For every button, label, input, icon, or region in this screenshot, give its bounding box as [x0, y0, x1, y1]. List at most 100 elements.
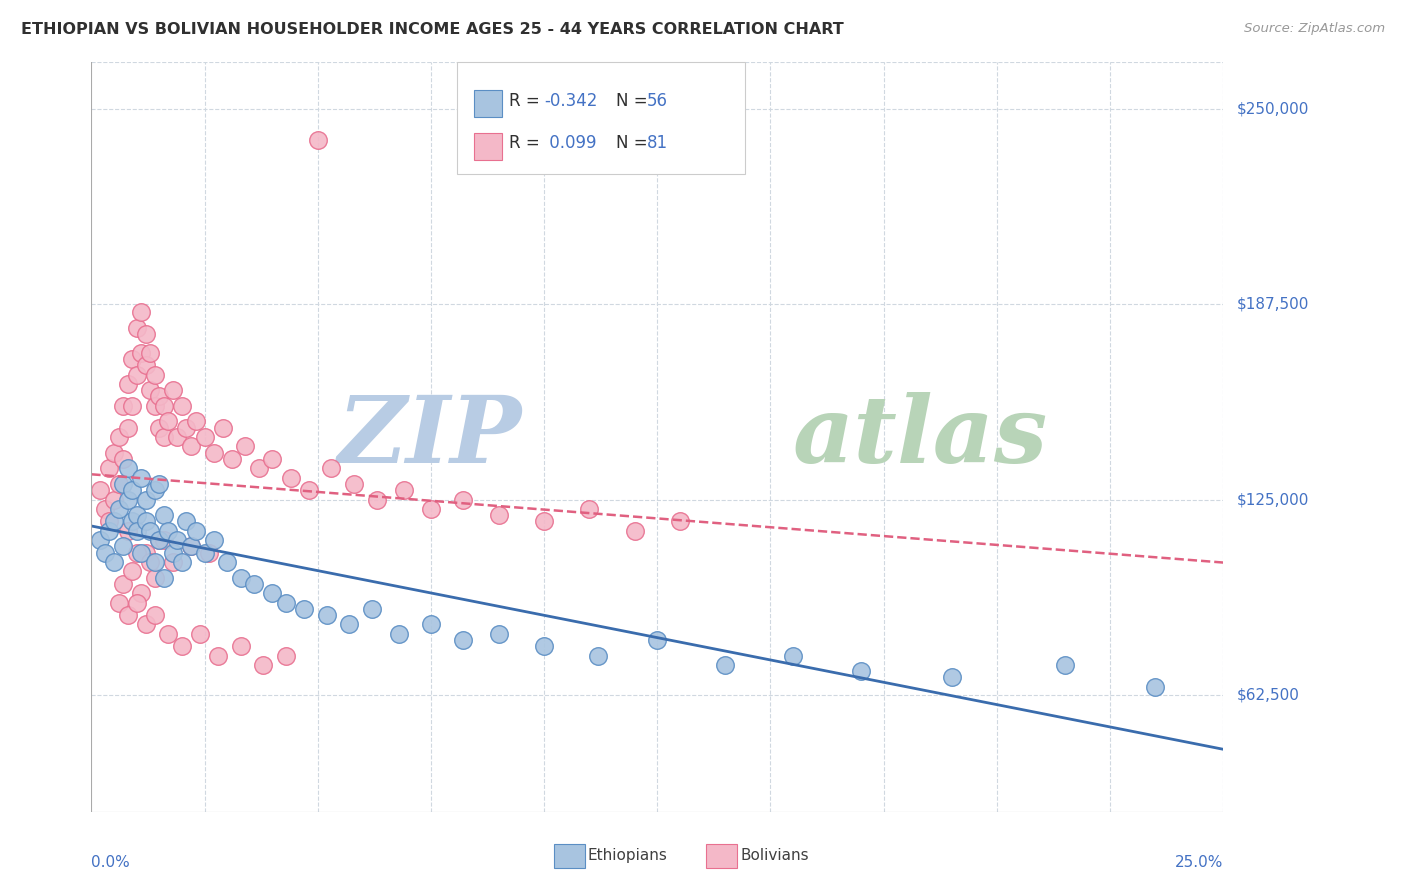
Point [252, 658, 274, 673]
Point [121, 351, 143, 366]
Point [121, 514, 143, 528]
Point [229, 639, 252, 653]
Point [307, 133, 329, 147]
Point [339, 617, 361, 632]
Point [107, 501, 129, 516]
Point [193, 545, 217, 560]
Point [143, 608, 166, 623]
Point [782, 648, 804, 663]
Point [217, 555, 239, 569]
Point [321, 461, 343, 475]
Point [193, 430, 217, 444]
Point [98, 461, 121, 475]
Point [153, 533, 176, 547]
Point [121, 564, 143, 578]
Point [243, 576, 266, 591]
Point [184, 524, 207, 538]
Text: $187,500: $187,500 [1237, 297, 1309, 312]
Point [162, 384, 184, 398]
Point [129, 586, 152, 600]
Point [176, 420, 198, 434]
Point [170, 399, 193, 413]
Point [117, 420, 139, 434]
Point [578, 501, 600, 516]
Point [125, 596, 148, 610]
Point [645, 633, 668, 648]
Point [94, 501, 117, 516]
Point [129, 545, 152, 560]
Point [361, 601, 384, 615]
Point [202, 445, 225, 460]
Point [148, 533, 170, 547]
Point [139, 384, 162, 398]
Point [129, 470, 152, 484]
Point [139, 555, 162, 569]
Point [139, 524, 162, 538]
Point [125, 545, 148, 560]
Text: ETHIOPIAN VS BOLIVIAN HOUSEHOLDER INCOME AGES 25 - 44 YEARS CORRELATION CHART: ETHIOPIAN VS BOLIVIAN HOUSEHOLDER INCOME… [21, 22, 844, 37]
Text: N =: N = [616, 92, 652, 110]
Text: 25.0%: 25.0% [1175, 855, 1223, 871]
Point [121, 483, 143, 497]
Point [117, 461, 139, 475]
Point [143, 399, 166, 413]
Text: 0.0%: 0.0% [91, 855, 131, 871]
Point [221, 451, 243, 466]
Point [588, 648, 610, 663]
Point [125, 524, 148, 538]
Point [533, 514, 555, 528]
Point [129, 345, 152, 359]
Point [298, 483, 321, 497]
Point [157, 626, 180, 640]
Point [1144, 680, 1167, 694]
Point [112, 476, 135, 491]
Text: atlas: atlas [793, 392, 1049, 482]
Point [315, 608, 337, 623]
Point [103, 445, 125, 460]
Point [157, 524, 180, 538]
Point [135, 326, 157, 341]
Text: $62,500: $62,500 [1237, 687, 1299, 702]
Point [184, 414, 207, 428]
Point [388, 626, 411, 640]
Point [135, 514, 157, 528]
Point [153, 571, 176, 585]
Point [392, 483, 415, 497]
Point [135, 492, 157, 507]
Point [533, 639, 555, 653]
Point [451, 633, 474, 648]
Point [180, 440, 202, 453]
Point [135, 617, 157, 632]
Point [143, 368, 166, 382]
Point [112, 539, 135, 553]
Point [125, 320, 148, 334]
Point [1053, 658, 1076, 673]
Point [153, 430, 176, 444]
Point [343, 476, 366, 491]
Point [247, 461, 270, 475]
Point [274, 648, 297, 663]
Point [162, 545, 184, 560]
Point [274, 596, 297, 610]
Point [941, 671, 963, 685]
Point [143, 483, 166, 497]
Point [98, 514, 121, 528]
Text: N =: N = [616, 134, 652, 152]
Point [162, 555, 184, 569]
Point [112, 451, 135, 466]
Point [211, 420, 233, 434]
Point [117, 376, 139, 391]
Point [129, 305, 152, 319]
Point [202, 533, 225, 547]
Point [488, 626, 510, 640]
Point [623, 524, 645, 538]
Point [233, 440, 256, 453]
Point [135, 358, 157, 372]
Point [139, 345, 162, 359]
Point [714, 658, 737, 673]
Point [419, 617, 441, 632]
Text: ZIP: ZIP [337, 392, 522, 482]
Point [89, 533, 111, 547]
Point [157, 414, 180, 428]
Point [125, 368, 148, 382]
